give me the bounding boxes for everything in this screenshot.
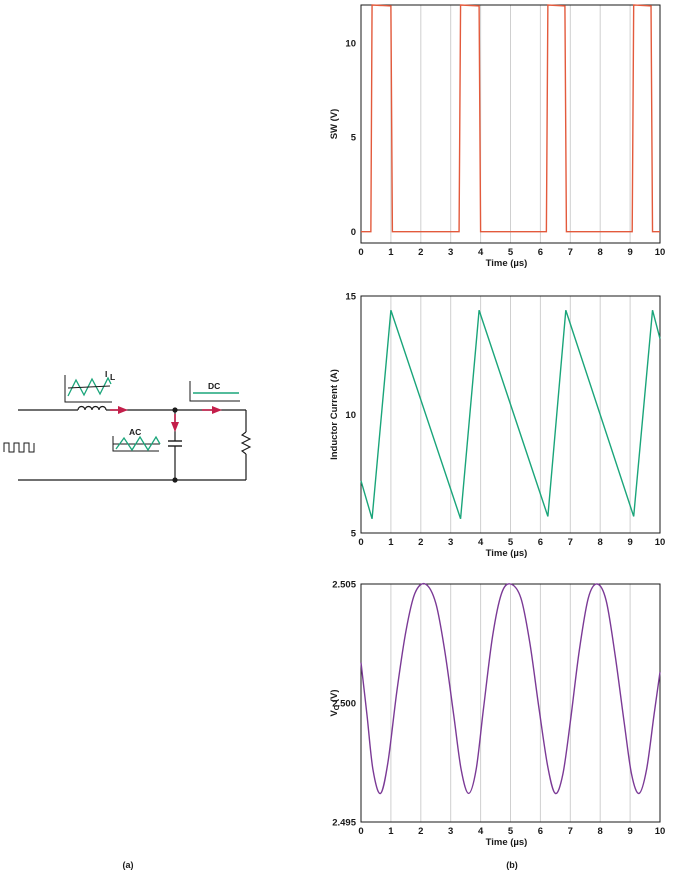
- plot-frame: [360, 295, 661, 534]
- inductor-current-chart: 0 1 2 3 4 5 6 7 8 9 10 5 10 15 Time (µs) Inductor Curre…: [329, 292, 665, 560]
- x-tick-label: 5: [508, 826, 514, 837]
- x-tick-label: 8: [598, 826, 603, 837]
- x-tick-label: 10: [655, 826, 666, 837]
- x-tick-label: 5: [508, 537, 514, 548]
- y-axis-label: VO (V): [329, 689, 341, 716]
- resistor-icon: [240, 431, 252, 455]
- il-label-subscript: L: [110, 372, 115, 382]
- x-tick-label: 6: [538, 537, 543, 548]
- ac-label: AC: [129, 427, 141, 437]
- x-tick-label: 3: [448, 826, 453, 837]
- inductor-ripple-inset: I L: [64, 369, 115, 403]
- x-tick-label: 1: [388, 537, 394, 548]
- switch-node-voltage-chart: 0 1 2 3 4 5 6 7 8 9 10 0 5 10 Time (µs) SW (V): [329, 4, 666, 269]
- x-tick-label: 9: [627, 247, 632, 258]
- x-axis-label: Time (µs): [486, 837, 528, 848]
- series-line: [360, 582, 661, 795]
- caption-a: (a): [123, 860, 134, 870]
- x-tick-label: 6: [538, 826, 543, 837]
- y-tick-label: 0: [351, 227, 356, 238]
- buck-converter-schematic: I L AC DC: [3, 369, 252, 483]
- x-tick-label: 7: [568, 537, 573, 548]
- x-tick-label: 6: [538, 247, 543, 258]
- x-tick-label: 5: [508, 247, 514, 258]
- ripple-sawtooth-icon: [67, 376, 112, 397]
- x-axis-label: Time (µs): [486, 258, 528, 269]
- x-axis-label: Time (µs): [486, 548, 528, 559]
- plot-frame: [360, 4, 661, 244]
- x-tick-label: 4: [478, 247, 484, 258]
- dc-label: DC: [208, 381, 220, 391]
- x-tick-label: 10: [655, 247, 666, 258]
- load-current-arrow-icon: [202, 406, 222, 414]
- x-tick-label: 9: [627, 826, 632, 837]
- x-tick-label: 3: [448, 537, 453, 548]
- inductor-current-arrow-icon: [110, 406, 128, 414]
- y-tick-label: 5: [351, 529, 357, 540]
- x-tick-label: 1: [388, 826, 394, 837]
- capacitor-ripple-inset: AC: [112, 427, 161, 452]
- y-tick-label: 10: [345, 410, 356, 421]
- output-voltage-chart: 0 1 2 3 4 5 6 7 8 9 10 2.495 2.500 2.505 Time (µs) VO (…: [329, 580, 665, 849]
- y-tick-label: 2.495: [332, 818, 356, 829]
- x-tick-label: 10: [655, 537, 666, 548]
- x-tick-label: 2: [418, 247, 423, 258]
- x-tick-label: 0: [358, 537, 363, 548]
- series-line: [361, 4, 660, 233]
- y-tick-label: 10: [345, 38, 356, 49]
- caption-b: (b): [506, 860, 518, 870]
- il-label: I: [105, 369, 107, 379]
- x-tick-label: 4: [478, 537, 484, 548]
- x-tick-label: 8: [598, 247, 603, 258]
- x-tick-label: 3: [448, 247, 453, 258]
- x-tick-label: 7: [568, 826, 573, 837]
- series-line: [360, 309, 661, 520]
- x-tick-label: 9: [627, 537, 632, 548]
- square-wave-source-icon: [3, 442, 35, 453]
- x-tick-label: 2: [418, 826, 423, 837]
- dc-inset: DC: [189, 381, 240, 402]
- x-tick-label: 0: [358, 826, 363, 837]
- y-axis-label: SW (V): [329, 109, 340, 140]
- x-tick-label: 8: [598, 537, 603, 548]
- x-tick-label: 2: [418, 537, 423, 548]
- y-tick-label: 5: [351, 133, 357, 144]
- x-tick-label: 0: [358, 247, 363, 258]
- x-tick-label: 1: [388, 247, 394, 258]
- y-tick-label: 2.505: [332, 580, 356, 591]
- capacitor-current-arrow-icon: [171, 414, 179, 432]
- y-axis-label: Inductor Current (A): [329, 369, 340, 460]
- y-tick-label: 15: [345, 292, 356, 303]
- x-tick-label: 4: [478, 826, 484, 837]
- inductor-icon: [77, 405, 107, 411]
- ac-ripple-icon: [115, 435, 161, 452]
- y-tick-label: 2.500: [332, 699, 356, 710]
- x-tick-label: 7: [568, 247, 573, 258]
